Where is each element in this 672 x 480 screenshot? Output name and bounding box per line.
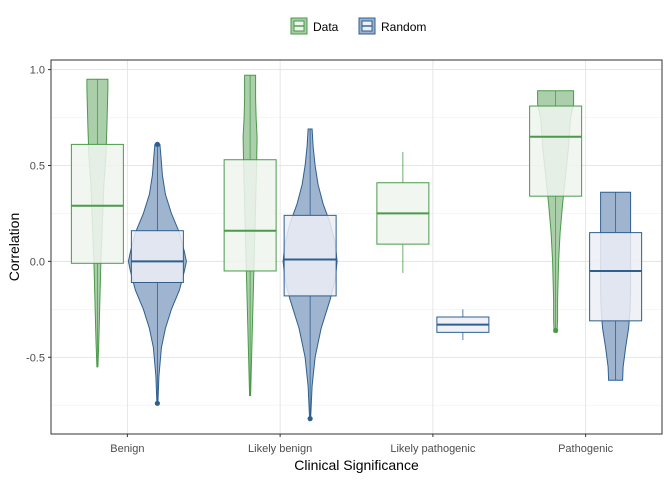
x-tick-label: Pathogenic	[558, 443, 614, 455]
x-axis-title: Clinical Significance	[294, 457, 419, 473]
group-data-benign	[70, 78, 124, 368]
y-tick-label: -0.5	[26, 352, 45, 364]
group-random-benign	[127, 141, 187, 406]
outlier-point	[307, 416, 313, 422]
box	[283, 214, 337, 297]
y-tick-label: 1.0	[30, 65, 45, 77]
y-axis: -0.5 0.0 0.5 1.0	[26, 65, 51, 364]
y-axis-title: Correlation	[6, 213, 22, 281]
outlier-point	[154, 141, 160, 147]
outlier-point	[154, 400, 160, 406]
y-tick-label: 0.0	[30, 256, 45, 268]
box	[70, 143, 124, 264]
legend: Data Random	[290, 17, 426, 35]
group-random-likely-benign	[282, 128, 338, 422]
series-random	[127, 128, 643, 422]
group-random-likely-pathogenic	[436, 309, 490, 341]
box	[223, 159, 277, 272]
group-data-likely-benign	[223, 74, 277, 397]
box	[589, 232, 643, 322]
chart-marks	[70, 74, 643, 422]
legend-label: Random	[381, 20, 426, 34]
x-tick-label: Benign	[110, 443, 144, 455]
y-tick-label: 0.5	[30, 160, 45, 172]
x-tick-label: Likely pathogenic	[390, 443, 476, 455]
legend-item-random: Random	[358, 17, 426, 35]
outlier-point	[553, 327, 559, 334]
box	[529, 105, 583, 197]
group-data-pathogenic	[529, 90, 583, 334]
legend-item-data: Data	[290, 17, 339, 35]
x-tick-label: Likely benign	[248, 443, 312, 455]
series-data	[70, 74, 583, 397]
box	[130, 230, 184, 283]
panel-border	[50, 59, 663, 435]
group-random-pathogenic	[589, 191, 643, 381]
grid	[51, 60, 662, 434]
legend-label: Data	[313, 20, 339, 34]
x-axis: Benign Likely benign Likely pathogenic Path…	[110, 434, 614, 455]
group-data-likely-pathogenic	[376, 152, 430, 273]
